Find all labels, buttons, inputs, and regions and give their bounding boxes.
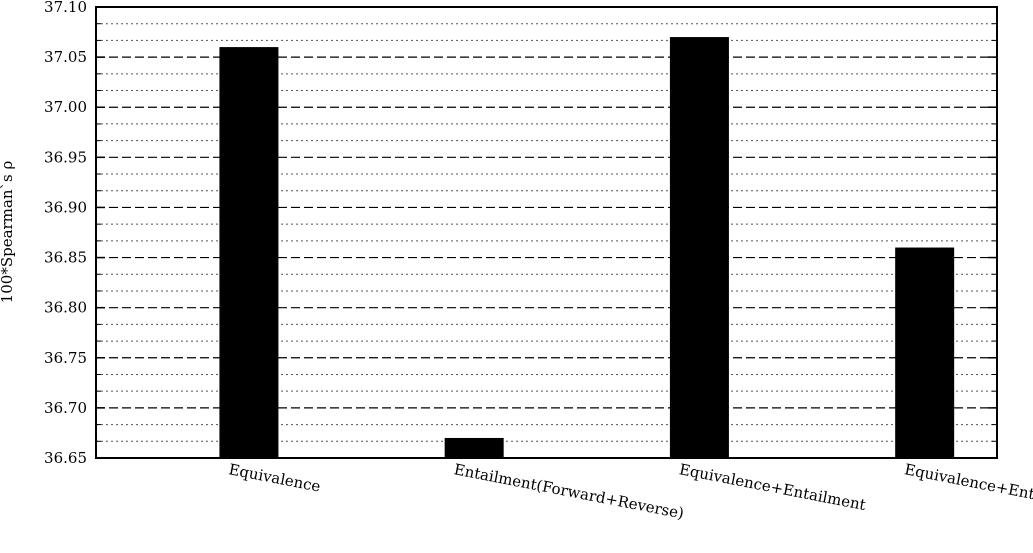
y-axis-title: 100*Spearman`s ρ [0,161,16,304]
bar-3 [895,247,955,458]
y-tick-label: 36.95 [44,148,87,166]
y-tick-label: 37.10 [44,0,87,16]
bar-1 [444,437,504,458]
bars [219,37,955,459]
x-category-label: Equivalence+Entailment [678,460,868,514]
y-tick-label: 36.90 [44,198,87,216]
y-ticks: 36.65 36.70 36.75 36.80 36.85 36.90 36.95 37.00… [44,0,997,467]
y-tick-label: 36.65 [44,449,87,467]
plot-frame [95,6,998,459]
x-category-label: Equivalence+Entailment+OtherRel [903,460,1033,529]
y-tick-label: 37.00 [44,98,87,116]
y-tick-label: 37.05 [44,48,87,66]
x-category-label: Equivalence [227,460,322,495]
x-category-labels: Equivalence Entailment(Forward+Reverse)Eq… [227,460,1033,529]
y-tick-label: 36.80 [44,299,87,317]
x-category-label: Entailment(Forward+Reverse) [452,460,685,522]
y-tick-label: 36.75 [44,349,87,367]
bar-0 [219,47,279,458]
bar-2 [669,37,729,459]
y-tick-label: 36.70 [44,399,87,417]
y-tick-label: 36.85 [44,249,87,267]
